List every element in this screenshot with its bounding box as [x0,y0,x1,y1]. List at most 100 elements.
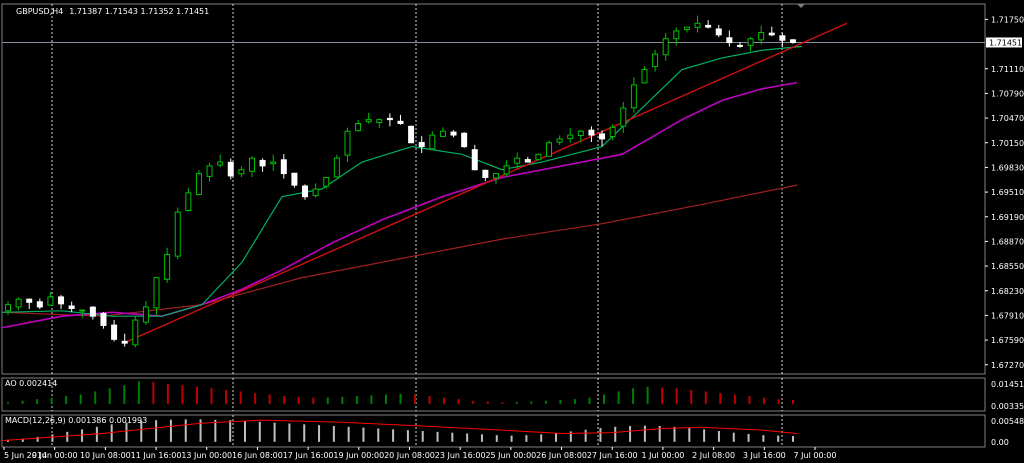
candle-body [779,35,786,41]
macd-title: MACD(12,26,9) 0.001386 0.001993 [5,416,147,425]
candle-body [355,122,362,132]
time-label: 23 Jun 16:00 [435,451,486,460]
price-tick-label: 1.68230 [991,287,1024,296]
candle-body [609,126,616,138]
candle-body [503,165,510,175]
candle-body [58,296,65,305]
ao-indicator: 0.014515 0.003357 [7,380,1024,411]
candle-body [111,324,118,340]
time-label: 7 Jul 00:00 [794,451,837,460]
candle-body [450,131,457,136]
main-panel-border [1,3,986,375]
candle-body [333,157,340,178]
candle-body [26,298,33,303]
ao-title: AO 0.002414 [5,379,57,388]
candle-body [312,188,319,197]
time-label: 19 Jun 00:00 [333,451,384,460]
price-tick-label: 1.69830 [991,163,1024,172]
candle-body [259,159,266,167]
time-label: 17 Jun 16:00 [283,451,334,460]
price-tick-label: 1.67590 [991,336,1024,345]
current-price-tag [986,37,1022,48]
macd-indicator: 0.005484 0.00 [1,417,1024,447]
symbol-title: GBPUSD,H4 1.71387 1.71543 1.71352 1.71451 [16,7,209,16]
ao-axis-label: 0.014515 [991,380,1024,389]
ao-panel-border [1,377,986,412]
candle-body [758,32,765,41]
sma-fast-line [1,45,803,317]
sma-slow-line [1,184,798,317]
candle-body [408,125,415,144]
candle-body [662,38,669,56]
candle-body [344,130,351,156]
candle-body [588,129,595,136]
price-tick-label: 1.69510 [991,188,1024,197]
candle-body [768,32,775,36]
candle-body [153,277,160,309]
current-price-value: 1.71451 [989,38,1022,47]
price-tick-label: 1.67270 [991,361,1024,370]
candle-body [142,306,149,323]
candle-body [736,44,743,47]
time-label: 5 Jun 2014 [4,451,47,460]
price-tick-label: 1.71750 [991,15,1024,24]
candle-body [726,37,733,44]
candles [5,15,796,348]
candle-body [174,211,181,257]
candle-body [248,157,255,172]
candle-body [47,296,54,306]
time-label: 10 Jun 08:00 [80,451,131,460]
candle-body [217,161,224,166]
scroll-marker [797,4,805,8]
price-tick-label: 1.68550 [991,262,1024,271]
candle-body [461,132,468,148]
price-tick-label: 1.70150 [991,139,1024,148]
candle-body [89,306,96,317]
candle-body [227,161,234,177]
candle-body [599,133,606,140]
candle-body [121,340,128,344]
candle-body [206,165,213,177]
candle-body [673,30,680,40]
price-tick-label: 1.70790 [991,89,1024,98]
candle-body [715,28,722,36]
candle-body [100,312,107,326]
candle-body [439,130,446,137]
candle-body [365,119,372,123]
macd-signal-line [1,419,798,442]
candle-body [556,138,563,143]
candle-body [790,39,796,44]
candle-body [280,159,287,175]
candle-body [238,169,245,175]
candle-body [535,153,542,161]
price-axis: 1.71750 1.71110 1.70790 1.70470 1.70150 1.698… [985,15,1024,370]
price-tick-label: 1.71110 [991,65,1024,74]
sma-mid-line [1,81,798,329]
candle-body [524,159,531,163]
macd-axis-label: 0.005484 [991,417,1024,426]
candle-body [630,84,637,109]
candle-body [705,24,712,28]
macd-panel-border [1,414,986,448]
candle-body [694,22,701,28]
candle-body [185,192,192,212]
candle-body [386,117,393,121]
candle-body [514,157,521,164]
candle-body [397,120,404,124]
candle-body [68,305,75,309]
time-label: 13 Jun 00:00 [181,451,232,460]
time-label: 3 Jul 16:00 [743,451,786,460]
time-label: 27 Jun 16:00 [587,451,638,460]
candle-body [683,26,690,31]
candle-body [418,142,425,148]
grid-lines [2,4,985,447]
time-label: 26 Jun 08:00 [536,451,587,460]
candle-body [302,185,309,198]
candle-body [482,169,489,178]
candle-body [5,304,11,312]
time-label: 9 Jun 00:00 [32,451,78,460]
trend-line [126,22,848,343]
candle-body [652,53,659,68]
candle-body [79,309,86,312]
